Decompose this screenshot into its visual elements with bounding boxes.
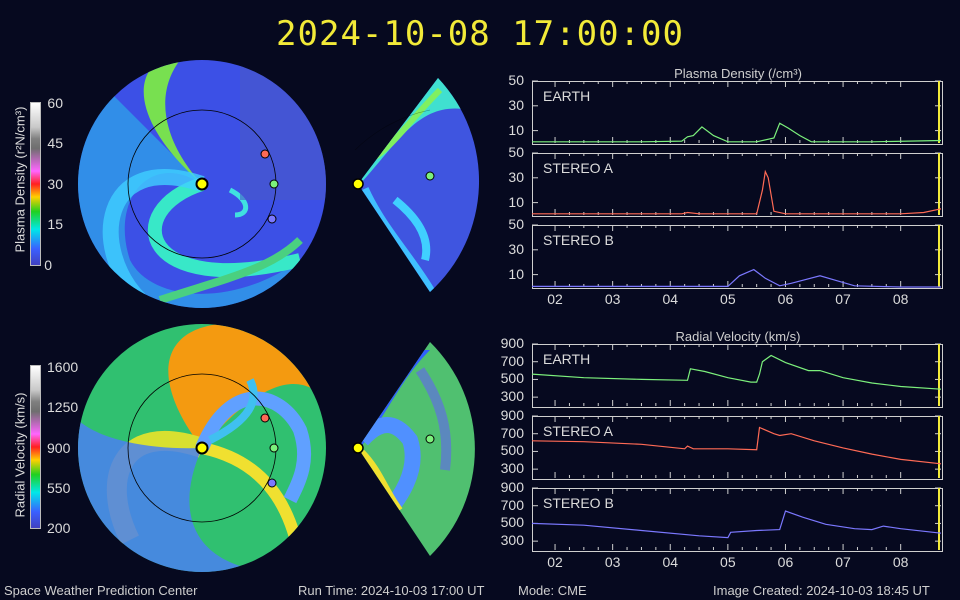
series-line: [531, 426, 942, 465]
y-tick-label: 30: [508, 240, 524, 257]
stereo-a-marker: [260, 413, 270, 423]
y-tick-label: 10: [508, 193, 524, 210]
density-tick: 45: [47, 135, 63, 151]
earth-marker: [269, 179, 279, 189]
series-line: [531, 354, 942, 390]
y-tick-label: 300: [500, 532, 524, 549]
footer-created: Image Created: 2024-10-03 18:45 UT: [713, 583, 930, 598]
velocity-tick: 900: [47, 440, 71, 456]
velocity-tick: 1600: [47, 359, 79, 375]
sun-marker: [352, 178, 364, 190]
chart-panel: [532, 153, 943, 217]
density-plot-title: Plasma Density (/cm³): [674, 66, 802, 81]
density-tick: 15: [47, 216, 63, 232]
sun-marker: [195, 177, 209, 191]
y-tick-label: 300: [500, 460, 524, 477]
x-tick-label: 08: [892, 291, 909, 307]
timestamp-title: 2024-10-08 17:00:00: [276, 14, 684, 54]
y-tick-label: 900: [500, 335, 524, 351]
x-tick-label: 03: [604, 554, 621, 570]
stereo-b-marker: [267, 214, 277, 224]
y-tick-label: 500: [500, 442, 524, 459]
velocity-tick: 550: [47, 480, 71, 496]
y-tick-label: 700: [500, 496, 524, 513]
x-tick-label: 06: [777, 554, 794, 570]
panel-series-label: EARTH: [543, 351, 591, 367]
earth-marker: [425, 434, 435, 444]
panel-series-label: STEREO B: [543, 232, 614, 248]
y-tick-label: 500: [500, 370, 524, 387]
density-colorbar: [30, 102, 41, 266]
y-tick-label: 500: [500, 514, 524, 531]
panel-series-label: STEREO A: [543, 423, 614, 439]
chart-panel: [532, 225, 943, 289]
footer-org: Space Weather Prediction Center: [4, 583, 198, 598]
earth-marker: [269, 443, 279, 453]
chart-panel: [532, 344, 943, 408]
x-tick-label: 02: [547, 291, 563, 307]
y-tick-label: 10: [508, 265, 524, 282]
y-tick-label: 50: [508, 72, 524, 88]
chart-panel: [532, 488, 943, 552]
footer-run-time: Run Time: 2024-10-03 17:00 UT: [298, 583, 485, 598]
y-tick-label: 900: [500, 479, 524, 495]
x-tick-label: 03: [604, 291, 621, 307]
chart-panel: [532, 81, 943, 145]
stereo-a-marker: [260, 149, 270, 159]
x-tick-label: 06: [777, 291, 794, 307]
x-tick-label: 04: [662, 554, 679, 570]
y-tick-label: 50: [508, 216, 524, 232]
series-line: [532, 268, 941, 288]
x-tick-label: 08: [892, 554, 909, 570]
velocity-plot-title: Radial Velocity (km/s): [675, 329, 801, 344]
y-tick-label: 300: [500, 388, 524, 405]
stereo-b-marker: [267, 478, 277, 488]
velocity-colorbar: [30, 365, 41, 529]
x-tick-label: 05: [720, 291, 736, 307]
footer-mode: Mode: CME: [518, 583, 587, 598]
panel-series-label: STEREO B: [543, 495, 614, 511]
y-tick-label: 50: [508, 144, 524, 160]
y-tick-label: 900: [500, 407, 524, 423]
velocity-tick: 200: [47, 520, 71, 536]
velocity-tick: 1250: [47, 399, 79, 415]
density-tick: 30: [47, 176, 63, 192]
x-tick-label: 04: [662, 291, 679, 307]
y-tick-label: 10: [508, 121, 524, 138]
x-tick-label: 02: [547, 554, 563, 570]
series-line: [532, 122, 942, 143]
x-tick-label: 07: [835, 291, 851, 307]
density-tick: 60: [47, 95, 63, 111]
series-line: [531, 510, 942, 539]
y-tick-label: 30: [508, 96, 524, 113]
panel-series-label: EARTH: [543, 88, 591, 104]
panel-series-label: STEREO A: [543, 160, 614, 176]
series-line: [532, 169, 942, 215]
y-tick-label: 700: [500, 352, 524, 369]
sun-marker: [195, 441, 209, 455]
sun-marker: [352, 442, 364, 454]
density-tick: 0: [44, 257, 52, 273]
y-tick-label: 700: [500, 424, 524, 441]
chart-panel: [532, 416, 943, 480]
x-tick-label: 05: [720, 554, 736, 570]
earth-marker: [425, 171, 435, 181]
y-tick-label: 30: [508, 168, 524, 185]
x-tick-label: 07: [835, 554, 851, 570]
